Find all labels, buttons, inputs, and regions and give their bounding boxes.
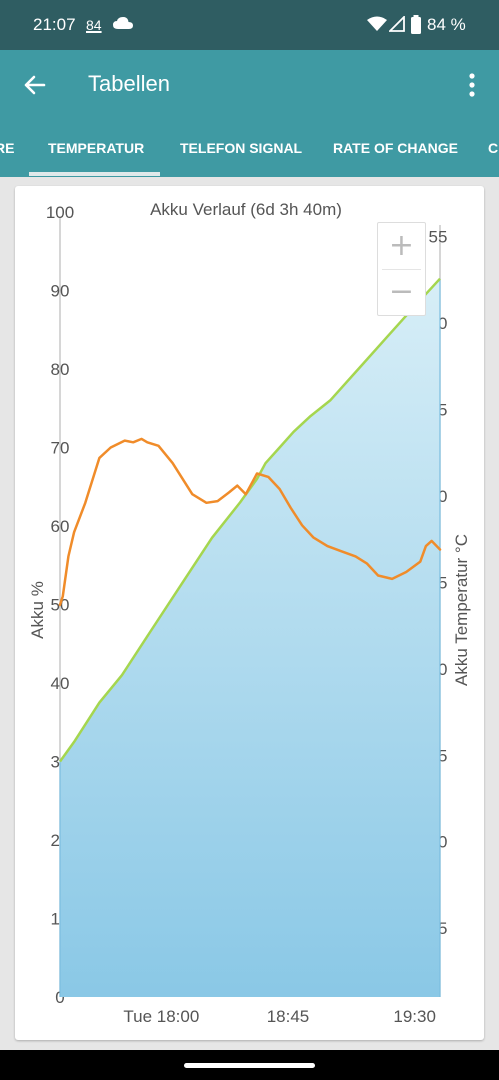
x-tick-label: 18:45 [267,1007,310,1026]
navigation-bar [0,1050,499,1080]
y-left-tick-label: 100 [46,203,74,222]
status-time: 21:07 [33,15,76,34]
tab-bar: RE TEMPERATUR TELEFON SIGNAL RATE OF CHA… [0,122,499,177]
active-tab-indicator [29,172,160,176]
tab-partial-right[interactable]: CI [488,140,499,156]
y-left-tick-label: 0 [55,988,64,1007]
battery-area [60,278,440,997]
battery-temperature-chart[interactable]: Akku Verlauf (6d 3h 40m) Akku % Akku Tem… [0,0,499,1050]
cloud-icon [113,17,133,29]
tab-telefon-signal[interactable]: TELEFON SIGNAL [180,140,303,156]
page-title: Tabellen [88,71,170,96]
wifi-icon [367,16,387,31]
y-left-tick-label: 70 [51,439,70,458]
tab-temperatur[interactable]: TEMPERATUR [48,140,145,156]
x-tick-label: 19:30 [393,1007,436,1026]
y-axis-left-label: Akku % [28,581,47,639]
chart-title: Akku Verlauf (6d 3h 40m) [150,200,342,219]
y-left-tick-label: 90 [51,282,70,301]
zoom-control: + − [377,222,426,316]
zoom-in-button[interactable]: + [388,228,415,263]
battery-percent: 84 % [427,15,466,34]
temperature-line [58,437,442,607]
zoom-out-button[interactable]: − [388,274,415,309]
status-bar: 21:07 84 84 % [0,0,499,50]
notification-badge: 84 [86,17,102,33]
home-gesture-pill[interactable] [184,1063,315,1068]
y-left-tick-label: 80 [51,360,70,379]
tab-rate-of-change[interactable]: RATE OF CHANGE [333,140,458,156]
y-left-tick-label: 40 [51,674,70,693]
y-left-tick-label: 60 [51,517,70,536]
more-vert-icon[interactable] [459,70,485,100]
battery-icon [411,15,421,34]
y-right-tick-label: 55 [429,228,448,247]
y-axis-right-label: Akku Temperatur °C [452,534,471,686]
signal-icon [389,16,405,32]
zoom-divider [382,269,421,270]
arrow-left-icon[interactable] [20,70,50,100]
tab-partial-left[interactable]: RE [0,140,15,156]
x-tick-label: Tue 18:00 [123,1007,199,1026]
battery-line [58,277,441,763]
app-bar: Tabellen [0,50,499,122]
